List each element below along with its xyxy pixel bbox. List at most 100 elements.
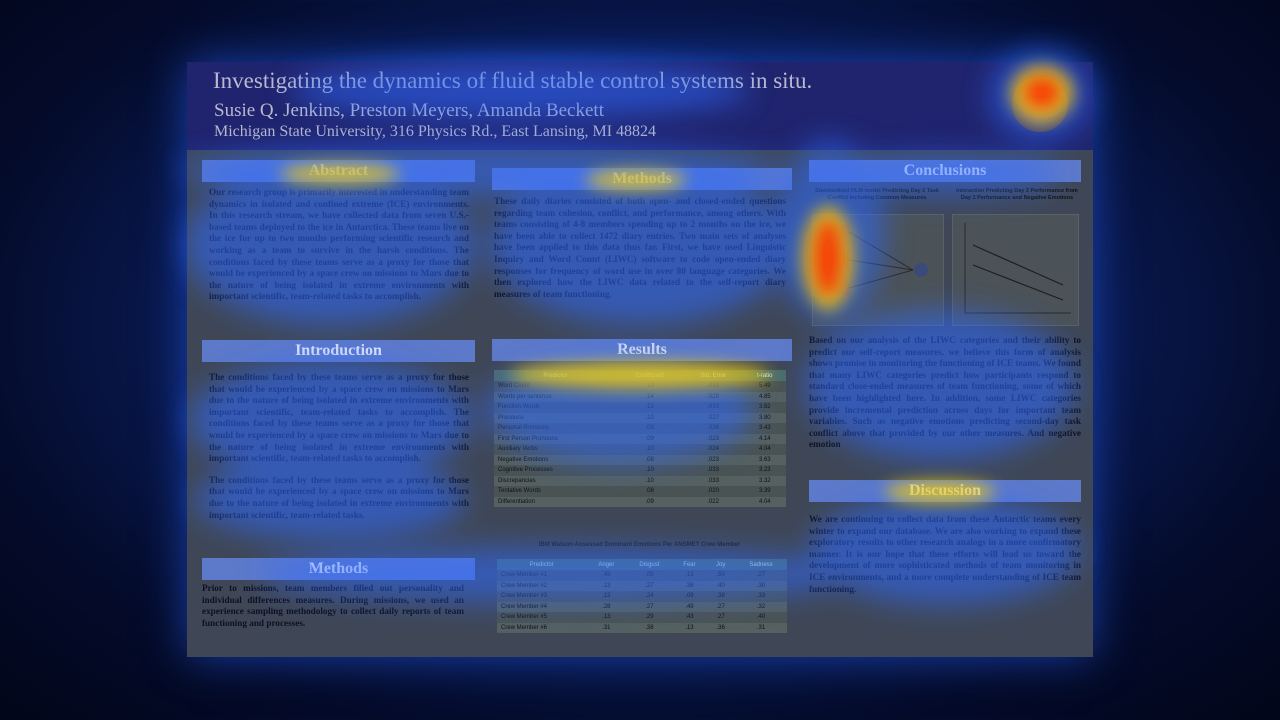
- results-table-cell: .020: [682, 486, 744, 497]
- diagram-arrow-1: [848, 231, 914, 271]
- emotions-table: Predictor Anger Disgust Fear Joy Sadness Crew…: [497, 559, 787, 633]
- discussion-heading: Discussion: [809, 480, 1081, 502]
- results-table-cell: 3.39: [743, 486, 786, 497]
- results-table-cell: 4.04: [743, 496, 786, 507]
- results-table-row: Word Count .19.033 5.49: [494, 381, 786, 392]
- results-table-row: Personal Pronouns .09.026 3.43: [494, 423, 786, 434]
- diagram-arrow-2: [848, 259, 914, 271]
- conclusions-heading: Conclusions: [809, 160, 1081, 182]
- results-table-cell: 3.82: [743, 402, 786, 413]
- results-table-cell: 4.85: [743, 391, 786, 402]
- emotions-table-cell: .13: [586, 580, 627, 591]
- methods-mid-text: These daily diaries consisted of both op…: [494, 196, 786, 299]
- results-table-row: Pronouns .10.027 3.80: [494, 412, 786, 423]
- results-table-cell: .027: [682, 412, 744, 423]
- results-table-cell: .09: [616, 423, 683, 434]
- emotions-table-cell: .32: [735, 601, 787, 612]
- results-table-cell: 4.04: [743, 444, 786, 455]
- results-table-row: Negative Emotions .08.023 3.63: [494, 454, 786, 465]
- emotions-table-cell: Crew Member #1: [497, 570, 587, 581]
- results-table-cell: .09: [616, 433, 683, 444]
- emotions-table-row: Crew Member #6.31.38.13.36.31: [497, 622, 787, 633]
- results-table-header-cell: Std. Error: [682, 370, 744, 381]
- interaction-chart: [952, 214, 1079, 326]
- results-table-cell: .10: [616, 465, 683, 476]
- emotions-table-cell: .40: [735, 612, 787, 623]
- discussion-text: We are continuing to collect data from t…: [809, 514, 1081, 594]
- methods-left-text: Prior to missions, team members filled o…: [202, 583, 464, 628]
- results-table-cell: Word Count: [494, 381, 617, 392]
- interaction-chart-graphic: [964, 223, 1071, 314]
- results-table-row: Differentiation .09.022 4.04: [494, 496, 786, 507]
- emotions-table-cell: .13: [672, 570, 707, 581]
- emotions-table-cell: .38: [706, 591, 736, 602]
- emotions-table-cell: .24: [626, 591, 673, 602]
- results-table-cell: First Person Pronouns: [494, 433, 617, 444]
- emotions-table-row: Crew Member #5.13.29.43.27.40: [497, 612, 787, 623]
- emotions-table-cell: .27: [626, 580, 673, 591]
- results-table-cell: Personal Pronouns: [494, 423, 617, 434]
- poster-affiliation: Michigan State University, 316 Physics R…: [214, 123, 657, 140]
- results-table-cell: .033: [682, 402, 744, 413]
- results-table-cell: .024: [682, 444, 744, 455]
- results-table-cell: .022: [682, 496, 744, 507]
- introduction-text: The conditions faced by these teams serv…: [209, 372, 469, 531]
- poster-header: Investigating the dynamics of fluid stab…: [187, 62, 1093, 150]
- results-table-header-cell: Coefficient: [616, 370, 683, 381]
- diagram-outcome-node: [914, 263, 928, 277]
- emotions-table-header-cell: Joy: [706, 559, 736, 570]
- emotions-table-cell: Crew Member #3: [497, 591, 587, 602]
- emotions-table-cell: .13: [586, 612, 627, 623]
- results-table-cell: 3.32: [743, 475, 786, 486]
- emotions-table-cell: Crew Member #2: [497, 580, 587, 591]
- results-table-header: Predictor Coefficient Std. Error t-ratio: [494, 370, 786, 381]
- results-table-cell: Differentiation: [494, 496, 617, 507]
- emotions-table-caption: IBM Watson-Assessed Dominant Emotions Pe…: [538, 542, 741, 548]
- results-table-cell: .10: [616, 475, 683, 486]
- introduction-paragraph-1: The conditions faced by these teams serv…: [209, 372, 469, 464]
- emotions-table-cell: .13: [672, 622, 707, 633]
- emotions-table-cell: .43: [672, 612, 707, 623]
- emotions-table-header-cell: Fear: [672, 559, 707, 570]
- results-table-cell: Auxiliary Verbs: [494, 444, 617, 455]
- results-table-cell: .028: [682, 391, 744, 402]
- results-table-cell: Words per sentence: [494, 391, 617, 402]
- results-table-cell: 4.14: [743, 433, 786, 444]
- results-table-cell: 3.63: [743, 454, 786, 465]
- results-table-cell: .14: [616, 391, 683, 402]
- results-table-cell: .033: [682, 465, 744, 476]
- emotions-table-row: Crew Member #2.13.27.38.40.30: [497, 580, 787, 591]
- results-heading: Results: [492, 339, 792, 361]
- methods-left-heading: Methods: [202, 558, 475, 580]
- results-table-cell: .033: [682, 475, 744, 486]
- hlm-model-diagram-graphic: [821, 225, 928, 295]
- introduction-paragraph-2: The conditions faced by these teams serv…: [209, 474, 469, 520]
- hlm-model-diagram: [812, 214, 944, 326]
- emotions-table-cell: Crew Member #4: [497, 601, 587, 612]
- results-table-cell: Negative Emotions: [494, 454, 617, 465]
- emotions-table-cell: .09: [626, 570, 673, 581]
- results-table-cell: Discrepancies: [494, 475, 617, 486]
- results-table-row: Function Words .12.033 3.82: [494, 402, 786, 413]
- results-table-row: First Person Pronouns .09.023 4.14: [494, 433, 786, 444]
- results-table-cell: .09: [616, 496, 683, 507]
- emotions-table-cell: .27: [735, 570, 787, 581]
- emotions-table-header-cell: Anger: [586, 559, 627, 570]
- emotions-table-cell: .33: [735, 591, 787, 602]
- emotions-table-header-cell: Sadness: [735, 559, 787, 570]
- emotions-table-cell: .29: [626, 612, 673, 623]
- emotions-table-cell: .31: [735, 622, 787, 633]
- results-table-cell: .026: [682, 423, 744, 434]
- diagram-box-1: [821, 225, 849, 239]
- chart1-caption: Standardized HLM model Predicting Day 2 …: [815, 188, 939, 201]
- results-table-cell: .08: [616, 486, 683, 497]
- results-table-row: Auxiliary Verbs .10.024 4.04: [494, 444, 786, 455]
- results-table-cell: .023: [682, 433, 744, 444]
- poster-authors: Susie Q. Jenkins, Preston Meyers, Amanda…: [214, 100, 604, 121]
- diagram-box-3: [821, 281, 849, 295]
- emotions-table-cell: .50: [706, 570, 736, 581]
- emotions-table-cell: .31: [586, 622, 627, 633]
- results-table-row: Discrepancies .10.033 3.32: [494, 475, 786, 486]
- results-table-cell: .10: [616, 444, 683, 455]
- results-table-cell: .033: [682, 381, 744, 392]
